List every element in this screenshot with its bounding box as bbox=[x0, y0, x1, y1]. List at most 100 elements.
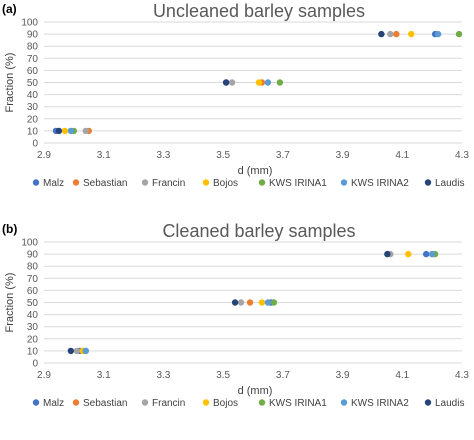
data-point-francin bbox=[237, 299, 245, 306]
scatter-chart-uncleaned: Uncleaned barley samples 0 102030405060708… bbox=[4, 1, 469, 189]
x-tick-label: 3.3 bbox=[156, 150, 170, 161]
data-point-francin bbox=[387, 30, 394, 38]
y-tick-label: 60 bbox=[27, 66, 39, 77]
legend-label: Francin bbox=[152, 178, 185, 189]
legend-marker bbox=[202, 179, 210, 186]
x-tick-label: 3.7 bbox=[276, 150, 290, 161]
legend-label: Sebastian bbox=[83, 178, 127, 189]
y-tick-label: 50 bbox=[27, 78, 39, 89]
data-point-bojos bbox=[405, 250, 412, 258]
legend-marker bbox=[424, 399, 432, 406]
legend-label: Bojos bbox=[213, 398, 238, 409]
data-point-kws-irina2 bbox=[434, 30, 442, 38]
data-point-laudis bbox=[222, 79, 230, 86]
y-tick-label: 10 bbox=[27, 126, 39, 137]
data-point-francin bbox=[73, 347, 81, 355]
y-tick-label: 100 bbox=[21, 238, 38, 249]
x-tick-label: 3.1 bbox=[97, 150, 111, 161]
legend-marker bbox=[141, 399, 149, 406]
data-point-kws-irina2 bbox=[428, 250, 436, 258]
legend-label: Francin bbox=[152, 398, 185, 409]
y-tick-label: 30 bbox=[27, 102, 39, 113]
x-tick-label: 3.7 bbox=[276, 370, 290, 381]
y-tick-label: 40 bbox=[27, 90, 39, 101]
legend-label: KWS IRINA2 bbox=[351, 178, 409, 189]
data-point-laudis bbox=[55, 127, 63, 135]
x-tick-label: 4.3 bbox=[455, 370, 469, 381]
legend-label: Malz bbox=[43, 398, 64, 409]
legend-marker bbox=[340, 399, 348, 406]
y-tick-label: 90 bbox=[27, 30, 39, 41]
legend-marker bbox=[258, 179, 266, 186]
x-tick-label: 3.5 bbox=[216, 150, 230, 161]
legend-label: KWS IRINA1 bbox=[269, 178, 327, 189]
x-tick-label: 3.9 bbox=[336, 370, 350, 381]
x-tick-label: 3.9 bbox=[336, 150, 350, 161]
data-point-laudis bbox=[378, 30, 385, 38]
y-tick-label: 100 bbox=[21, 18, 38, 29]
x-tick-label: 4.1 bbox=[395, 370, 409, 381]
chart-panel-uncleaned: (a) Uncleaned barley samples 0 10 20 30 40 50 6… bbox=[2, 1, 469, 189]
data-point-bojos bbox=[255, 79, 263, 86]
x-tick-label: 2.9 bbox=[37, 370, 51, 381]
legend-label: Laudis bbox=[435, 178, 464, 189]
legend-marker bbox=[32, 399, 40, 406]
data-point-francin bbox=[228, 79, 236, 86]
x-tick-label: 2.9 bbox=[37, 150, 51, 161]
x-tick-label: 3.1 bbox=[97, 370, 111, 381]
data-point-laudis bbox=[384, 250, 391, 258]
legend-marker bbox=[32, 179, 40, 186]
legend-label: Malz bbox=[43, 178, 64, 189]
data-point-kws-irina1 bbox=[276, 79, 284, 86]
data-point-kws-irina1 bbox=[455, 30, 463, 38]
legend-marker bbox=[258, 399, 266, 406]
legend-marker bbox=[202, 399, 210, 406]
x-tick-label: 4.3 bbox=[455, 150, 469, 161]
scatter-chart-cleaned: Cleaned barley samples 0 10203040506070809… bbox=[4, 221, 469, 409]
legend-label: KWS IRINA2 bbox=[351, 398, 409, 409]
legend-marker bbox=[340, 179, 348, 186]
y-tick-label: 30 bbox=[27, 322, 39, 333]
data-point-bojos bbox=[408, 30, 415, 38]
y-tick-label: 0 bbox=[32, 139, 38, 150]
chart-panel-cleaned: (b) Cleaned barley samples 0 10 20 30 40 50 60 7… bbox=[0, 220, 474, 440]
data-point-kws-irina2 bbox=[67, 127, 75, 135]
data-point-bojos bbox=[258, 299, 266, 306]
y-tick-label: 20 bbox=[27, 114, 39, 125]
data-point-malz bbox=[422, 250, 430, 258]
y-tick-label: 0 bbox=[32, 359, 38, 370]
y-tick-label: 90 bbox=[27, 250, 39, 261]
y-tick-label: 50 bbox=[27, 298, 39, 309]
data-point-sebastian bbox=[246, 299, 254, 306]
x-tick-label: 3.5 bbox=[216, 370, 230, 381]
y-tick-label: 70 bbox=[27, 274, 39, 285]
data-point-kws-irina1 bbox=[270, 299, 278, 306]
x-tick-label: 4.1 bbox=[395, 150, 409, 161]
legend-marker bbox=[424, 179, 432, 186]
panel-label: (b) bbox=[2, 222, 18, 236]
data-point-kws-irina2 bbox=[82, 347, 90, 355]
data-point-laudis bbox=[231, 299, 239, 306]
data-point-francin bbox=[82, 127, 90, 135]
data-point-laudis bbox=[67, 347, 75, 355]
data-point-sebastian bbox=[393, 30, 400, 38]
legend-marker bbox=[141, 179, 149, 186]
data-point-bojos bbox=[61, 127, 69, 135]
legend-label: Bojos bbox=[213, 178, 238, 189]
data-point-kws-irina2 bbox=[264, 79, 272, 86]
legend-label: Sebastian bbox=[83, 398, 127, 409]
chart-title: Uncleaned barley samples bbox=[153, 1, 365, 21]
legend-label: Laudis bbox=[435, 398, 464, 409]
y-tick-label: 80 bbox=[27, 262, 39, 273]
legend-marker bbox=[72, 179, 80, 186]
data-point-kws-irina2 bbox=[264, 299, 272, 306]
y-tick-label: 70 bbox=[27, 54, 39, 65]
y-tick-label: 20 bbox=[27, 334, 39, 345]
x-axis-title: d (mm) bbox=[238, 165, 273, 177]
y-axis-title: Fraction (%) bbox=[4, 53, 16, 113]
y-tick-label: 60 bbox=[27, 286, 39, 297]
x-axis-title: d (mm) bbox=[238, 385, 273, 397]
y-tick-label: 10 bbox=[27, 346, 39, 357]
panel-label: (a) bbox=[2, 2, 17, 16]
legend-marker bbox=[72, 399, 80, 406]
